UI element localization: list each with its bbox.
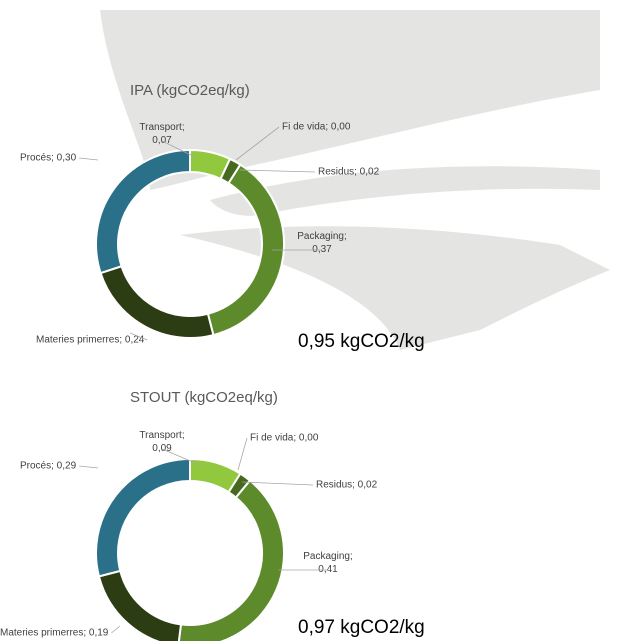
data-label: Residus; 0,02: [318, 167, 380, 178]
leader-line: [111, 626, 120, 633]
background-swoosh: [100, 10, 610, 350]
leader-line: [79, 158, 98, 160]
donut-segment: [178, 481, 284, 641]
data-label: Transport;0,09: [139, 430, 184, 454]
data-label: Procés; 0,30: [20, 153, 77, 164]
data-label: Materies primerres; 0,24: [36, 335, 145, 346]
donut-segment: [99, 571, 181, 641]
total-label: 0,95 kgCO2/kg: [298, 331, 425, 352]
leader-line: [238, 438, 247, 470]
page: IPA (kgCO2eq/kg) 0,95 kgCO2/kg Transport;0…: [0, 0, 620, 641]
total-label: 0,97 kgCO2/kg: [298, 617, 425, 638]
chart-title: IPA (kgCO2eq/kg): [130, 82, 250, 99]
chart-title: STOUT (kgCO2eq/kg): [130, 389, 278, 406]
donut-segment: [96, 150, 190, 273]
data-label: Materies primerres; 0,19: [0, 628, 109, 639]
data-label: Procés; 0,29: [20, 461, 77, 472]
data-label: Packaging;0,41: [303, 551, 352, 575]
data-label: Residus; 0,02: [316, 480, 378, 491]
data-label: Fi de vida; 0,00: [282, 122, 351, 133]
donut-segment: [101, 266, 214, 338]
leader-line: [79, 466, 98, 468]
donut-segment: [96, 459, 190, 576]
data-label: Fi de vida; 0,00: [250, 433, 319, 444]
